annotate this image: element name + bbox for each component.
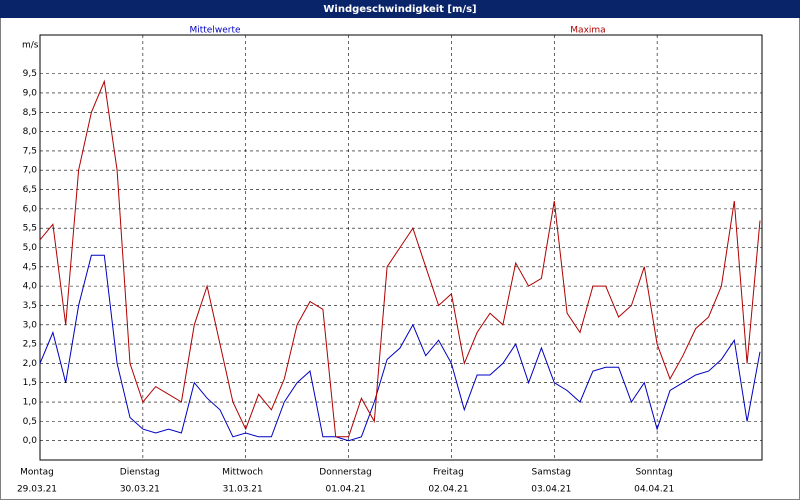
x-tick-date: 31.03.21 <box>223 485 263 495</box>
x-tick-date: 02.04.21 <box>428 485 468 495</box>
y-tick-label: 7,0 <box>23 166 38 176</box>
y-tick-label: 2,5 <box>23 340 37 350</box>
y-tick-label: 4,0 <box>23 282 38 292</box>
y-tick-label: 8,5 <box>23 108 37 118</box>
y-tick-label: 3,5 <box>23 301 37 311</box>
y-tick-label: 7,5 <box>23 146 37 156</box>
x-tick-date: 04.04.21 <box>634 485 674 495</box>
y-tick-label: 0,0 <box>23 436 38 446</box>
y-unit: m/s <box>22 41 39 51</box>
y-tick-label: 5,5 <box>23 224 37 234</box>
chart-title: Windgeschwindigkeit [m/s] <box>323 4 476 15</box>
x-tick-label: Donnerstag <box>319 468 372 478</box>
y-tick-label: 4,5 <box>23 262 37 272</box>
x-tick-label: Samstag <box>532 468 571 478</box>
x-tick-label: Montag <box>20 468 54 478</box>
y-tick-label: 6,5 <box>23 185 37 195</box>
x-tick-label: Freitag <box>433 468 464 478</box>
x-tick-label: Dienstag <box>120 468 160 478</box>
y-tick-label: 9,0 <box>23 88 38 98</box>
legend-label: Mittelwerte <box>189 26 240 36</box>
x-tick-label: Sonntag <box>635 468 672 478</box>
series-line <box>39 79 761 438</box>
x-tick-label: Mittwoch <box>222 468 263 478</box>
y-tick-label: 8,0 <box>23 127 38 137</box>
title-bar <box>0 0 800 18</box>
y-tick-label: 6,0 <box>23 204 38 214</box>
series-line <box>39 254 761 442</box>
x-tick-date: 03.04.21 <box>531 485 571 495</box>
y-tick-label: 3,0 <box>23 320 38 330</box>
x-tick-date: 29.03.21 <box>17 485 57 495</box>
legend-label: Maxima <box>570 26 605 36</box>
y-tick-label: 2,0 <box>23 359 38 369</box>
y-tick-label: 5,0 <box>23 243 38 253</box>
x-tick-date: 30.03.21 <box>120 485 160 495</box>
y-tick-label: 0,5 <box>23 417 37 427</box>
x-tick-date: 01.04.21 <box>326 485 366 495</box>
y-tick-label: 1,5 <box>23 378 37 388</box>
y-tick-label: 1,0 <box>23 398 38 408</box>
y-tick-label: 9,5 <box>23 69 37 79</box>
